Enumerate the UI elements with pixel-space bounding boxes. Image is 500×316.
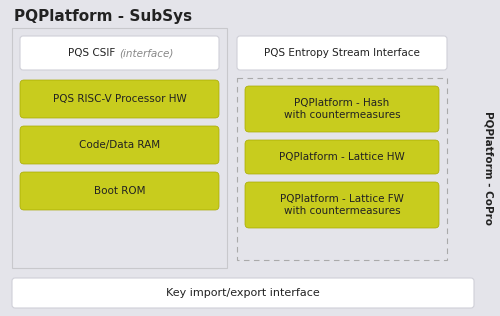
FancyBboxPatch shape bbox=[20, 36, 219, 70]
Text: PQS CSIF: PQS CSIF bbox=[68, 48, 119, 58]
Text: PQPlatform - SubSys: PQPlatform - SubSys bbox=[14, 9, 192, 23]
Text: Code/Data RAM: Code/Data RAM bbox=[79, 140, 160, 150]
Text: PQS Entropy Stream Interface: PQS Entropy Stream Interface bbox=[264, 48, 420, 58]
Text: PQPlatform - Lattice FW
with countermeasures: PQPlatform - Lattice FW with countermeas… bbox=[280, 194, 404, 216]
Text: Key import/export interface: Key import/export interface bbox=[166, 288, 320, 298]
Text: PQS RISC-V Processor HW: PQS RISC-V Processor HW bbox=[52, 94, 186, 104]
FancyBboxPatch shape bbox=[245, 182, 439, 228]
FancyBboxPatch shape bbox=[237, 36, 447, 70]
FancyBboxPatch shape bbox=[20, 172, 219, 210]
Bar bbox=[12, 28, 227, 268]
FancyBboxPatch shape bbox=[20, 80, 219, 118]
FancyBboxPatch shape bbox=[245, 140, 439, 174]
Text: PQPlatform - CoPro: PQPlatform - CoPro bbox=[483, 111, 493, 225]
FancyBboxPatch shape bbox=[245, 86, 439, 132]
Bar bbox=[237, 78, 447, 260]
FancyBboxPatch shape bbox=[12, 278, 474, 308]
Text: Boot ROM: Boot ROM bbox=[94, 186, 145, 196]
Text: PQPlatform - Lattice HW: PQPlatform - Lattice HW bbox=[279, 152, 405, 162]
Text: PQPlatform - Hash
with countermeasures: PQPlatform - Hash with countermeasures bbox=[284, 98, 401, 120]
FancyBboxPatch shape bbox=[20, 126, 219, 164]
Text: (interface): (interface) bbox=[119, 48, 174, 58]
